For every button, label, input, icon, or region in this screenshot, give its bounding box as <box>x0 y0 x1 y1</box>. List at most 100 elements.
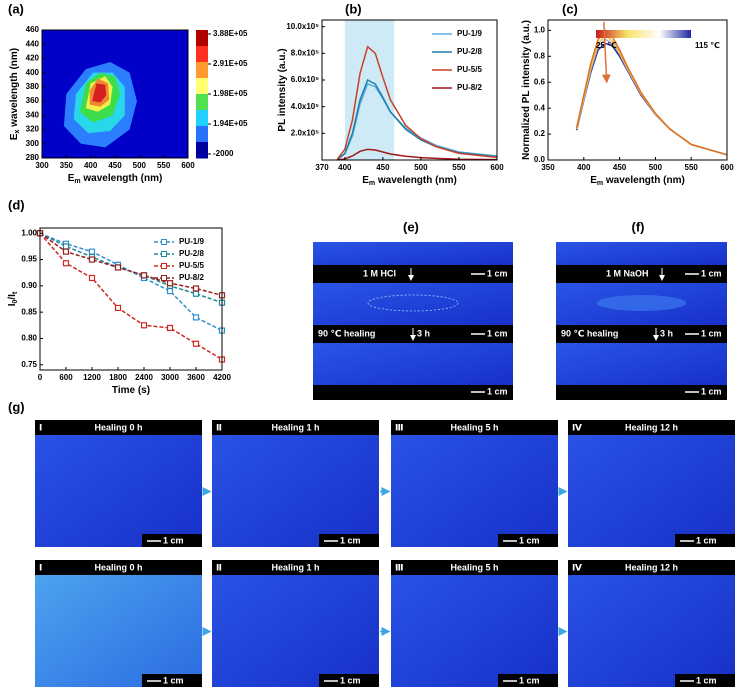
highlight-band <box>344 20 395 160</box>
x-tick-label: 400 <box>84 161 98 170</box>
x-tick-label: 400 <box>338 163 352 172</box>
x-tick-label: 1200 <box>83 373 101 382</box>
stage-caption: Healing 12 h <box>625 422 678 432</box>
step-label: 1 M HCl <box>363 268 396 278</box>
y-tick-label: 280 <box>26 153 40 162</box>
scale-label: 1 cm <box>701 386 722 396</box>
y-axis-label: Normalized PL intensity (a.u.) <box>521 20 532 160</box>
series-line <box>575 29 728 156</box>
stage-numeral: Ⅲ <box>395 422 404 432</box>
y-tick-label: 0.0 <box>534 155 546 164</box>
sample-mark <box>367 294 459 312</box>
data-point <box>166 288 174 295</box>
y-tick-label: 0.95 <box>21 255 37 264</box>
colorbar-swatch <box>196 30 208 47</box>
photo <box>212 560 379 687</box>
stage-numeral: Ⅰ <box>39 422 42 432</box>
y-tick-label: 320 <box>26 125 40 134</box>
scale-label: 1 cm <box>163 675 184 685</box>
scale-label: 1 cm <box>487 386 508 396</box>
colorbar-label: 1.94E+05 <box>213 119 248 128</box>
caption-bar <box>556 385 727 400</box>
stage-caption: Healing 12 h <box>625 562 678 572</box>
step-time: 3 h <box>417 328 430 338</box>
x-axis-label: Em wavelength (nm) <box>590 175 685 188</box>
panel-label: (d) <box>8 197 25 212</box>
x-axis-label-part: E <box>68 173 75 184</box>
data-point <box>62 248 70 255</box>
scale-label: 1 cm <box>519 535 540 545</box>
x-tick-label: 600 <box>720 163 734 172</box>
scale-label: 1 cm <box>701 268 722 278</box>
scale-backing <box>142 534 202 547</box>
y-tick-label: 8.0x10⁵ <box>291 48 319 57</box>
y-tick-label: 1.0 <box>534 25 546 34</box>
photo <box>313 343 513 385</box>
x-axis-label: Em wavelength (nm) <box>362 175 457 188</box>
sample-mark <box>596 295 687 311</box>
y-tick-label: 0.6 <box>534 77 546 86</box>
caption-bar <box>313 265 513 283</box>
stage-numeral: Ⅳ <box>572 562 582 572</box>
step-time: 3 h <box>660 328 673 338</box>
x-tick-label: 370 <box>315 163 329 172</box>
legend-label: PU-1/9 <box>457 29 482 38</box>
x-tick-label: 1800 <box>109 373 127 382</box>
series-line <box>575 38 728 156</box>
scale-label: 1 cm <box>696 535 717 545</box>
stage-numeral: Ⅰ <box>39 562 42 572</box>
stage-caption: Healing 0 h <box>94 562 142 572</box>
y-tick-label: 0.75 <box>21 360 37 369</box>
caption-bar <box>391 420 558 435</box>
x-tick-label: 300 <box>35 161 49 170</box>
colorbar-swatch <box>196 46 208 63</box>
legend-label: PU-5/5 <box>179 261 204 270</box>
legend-label: PU-8/2 <box>179 273 204 282</box>
y-tick-label: 0.85 <box>21 307 37 316</box>
caption-bar <box>556 325 727 343</box>
x-axis-label-part: wavelength (nm) <box>603 175 685 186</box>
x-tick-label: 550 <box>685 163 699 172</box>
data-point <box>62 260 70 267</box>
y-tick-label: 0.2 <box>534 129 546 138</box>
photo <box>568 560 735 687</box>
y-axis-label-part: I <box>7 303 18 306</box>
colorbar-label: 1.98E+05 <box>213 89 248 98</box>
legend-label: PU-2/8 <box>457 47 482 56</box>
scale-label: 1 cm <box>519 675 540 685</box>
x-tick-label: 550 <box>157 161 171 170</box>
x-tick-label: 3000 <box>161 373 179 382</box>
series-line <box>575 42 728 156</box>
caption-bar <box>568 420 735 435</box>
y-tick-label: 440 <box>26 39 40 48</box>
photo <box>568 420 735 547</box>
plot-frame <box>547 19 728 161</box>
colorbar-swatch <box>196 94 208 111</box>
y-axis-label-part: x <box>14 129 21 133</box>
caption-bar <box>391 560 558 575</box>
photo <box>556 242 727 265</box>
caption-bar <box>35 420 202 435</box>
scale-label: 1 cm <box>696 675 717 685</box>
legend-marker <box>161 239 167 245</box>
scale-backing <box>675 674 735 687</box>
stage-caption: Healing 0 h <box>94 422 142 432</box>
step-label: 1 M NaOH <box>606 268 649 278</box>
y-tick-label: 340 <box>26 110 40 119</box>
step-label: 90 ℃ healing <box>318 328 375 338</box>
x-tick-label: 600 <box>59 373 73 382</box>
y-tick-label: 2.0x10⁵ <box>291 128 319 137</box>
data-point <box>140 322 148 329</box>
data-point <box>114 264 122 271</box>
scale-backing <box>498 674 558 687</box>
data-point <box>114 304 122 312</box>
scale-label: 1 cm <box>701 328 722 338</box>
colorbar-swatch <box>196 110 208 127</box>
y-tick-label: 0.80 <box>21 334 37 343</box>
photo <box>313 283 513 325</box>
stage-numeral: Ⅲ <box>395 562 404 572</box>
y-axis-label-part: PL intensity (a.u.) <box>277 48 288 131</box>
plot-frame <box>39 227 223 371</box>
x-tick-label: 600 <box>181 161 195 170</box>
